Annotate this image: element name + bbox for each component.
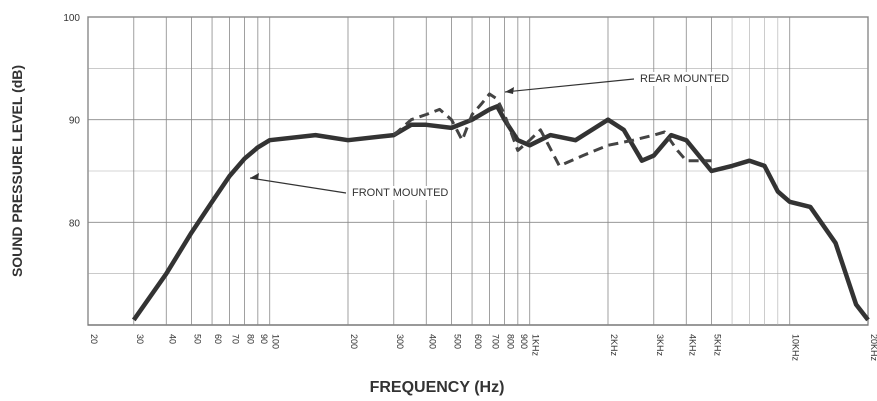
annotation-bg — [638, 72, 732, 86]
x-tick-label: 2KHz — [609, 334, 619, 357]
x-tick-label: 20 — [89, 334, 99, 344]
x-tick-label: 100 — [271, 334, 281, 349]
x-tick-label: 900 — [519, 334, 529, 349]
x-tick-label: 20KHz — [869, 334, 877, 362]
x-tick-label: 200 — [349, 334, 359, 349]
annotation: REAR MOUNTED — [640, 73, 729, 85]
x-tick-label: 60 — [213, 334, 223, 344]
x-tick-label: 90 — [259, 334, 269, 344]
x-tick-label: 70 — [230, 334, 240, 344]
series-line — [392, 92, 712, 168]
x-tick-label: 700 — [490, 334, 500, 349]
x-axis-label: FREQUENCY (Hz) — [370, 379, 505, 396]
series-line — [131, 104, 870, 322]
x-tick-label: 500 — [452, 334, 462, 349]
x-tick-label: 1KHz — [531, 334, 541, 357]
arrow-head — [505, 87, 514, 94]
x-tick-label: 5KHz — [712, 334, 722, 357]
annotation-arrow — [249, 177, 347, 194]
x-tick-label: 300 — [395, 334, 405, 349]
x-tick-label: 10KHz — [791, 334, 801, 362]
x-tick-label: 400 — [427, 334, 437, 349]
x-tick-label: 80 — [246, 334, 256, 344]
y-tick-label: 100 — [63, 13, 80, 24]
x-tick-label: 600 — [473, 334, 483, 349]
y-tick-label: 80 — [69, 218, 81, 229]
y-axis-label: SOUND PRESSURE LEVEL (dB) — [9, 65, 25, 277]
x-tick-label: 30 — [135, 334, 145, 344]
arrow-head — [250, 173, 259, 180]
y-tick-label: 90 — [69, 116, 81, 127]
x-tick-label: 50 — [192, 334, 202, 344]
annotation-bg — [350, 186, 451, 200]
annotation: FRONT MOUNTED — [352, 187, 448, 199]
x-tick-label: 3KHz — [655, 334, 665, 357]
x-tick-label: 800 — [506, 334, 516, 349]
annotation-arrow — [504, 78, 635, 93]
x-tick-label: 40 — [167, 334, 177, 344]
x-tick-label: 4KHz — [687, 334, 697, 357]
